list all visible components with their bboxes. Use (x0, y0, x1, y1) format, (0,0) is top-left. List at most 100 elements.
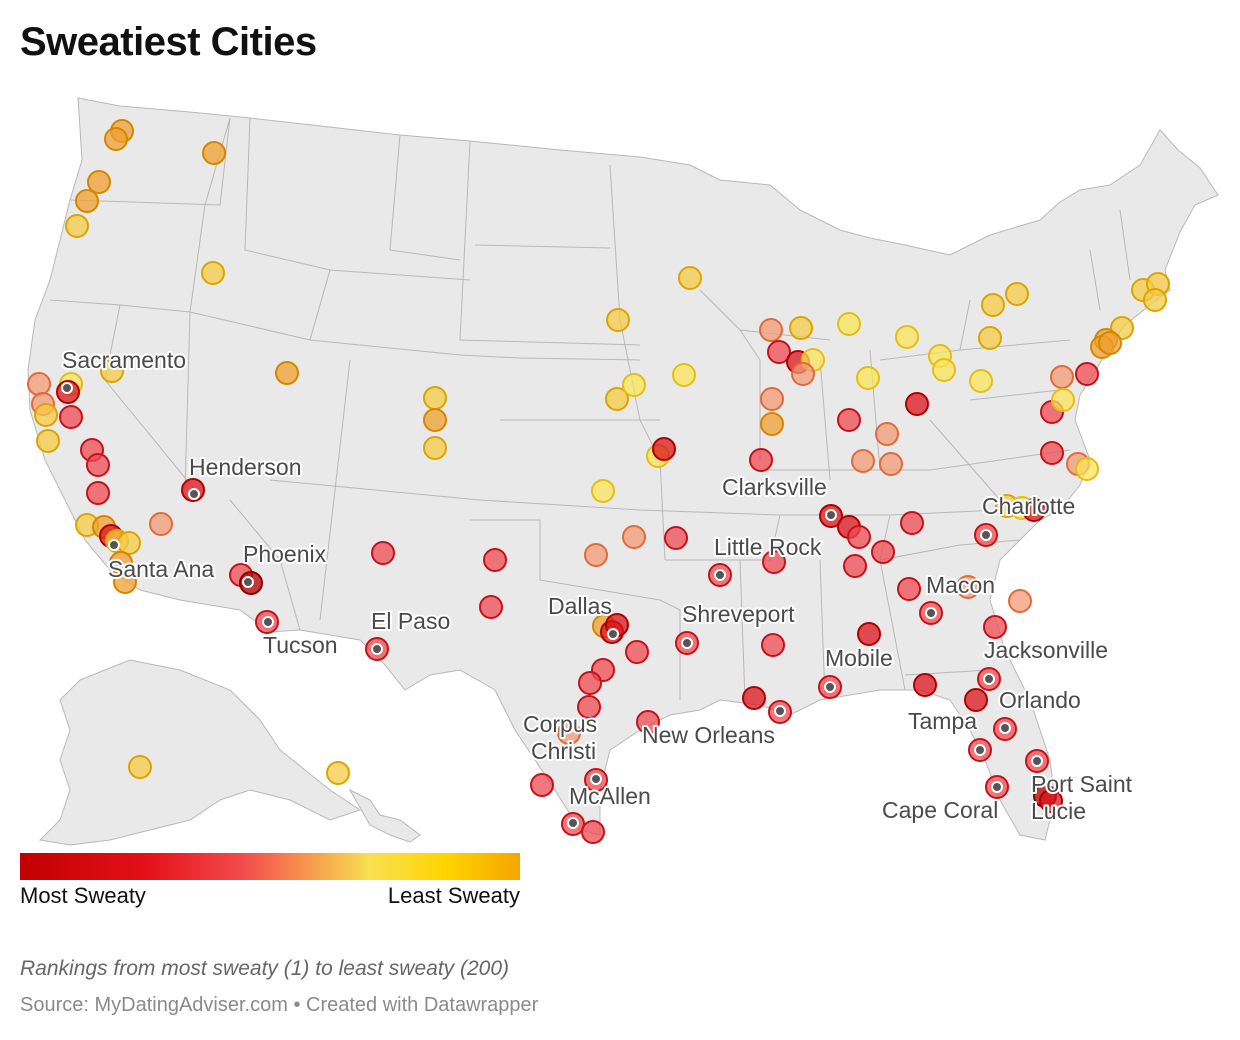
city-dot (423, 408, 447, 432)
city-dot (578, 671, 602, 695)
city-dot (664, 526, 688, 550)
city-dot (1075, 457, 1099, 481)
city-dot (978, 326, 1002, 350)
label-dallas: Dallas (548, 593, 612, 619)
city-dot (113, 570, 137, 594)
city-marker (825, 509, 837, 521)
city-dot (969, 369, 993, 393)
city-dot (100, 359, 124, 383)
city-dot (749, 448, 773, 472)
city-marker (567, 817, 579, 829)
city-marker (681, 637, 693, 649)
city-dot (837, 312, 861, 336)
city-marker (108, 539, 120, 551)
label-tampa: Tampa (908, 708, 977, 734)
chart-note: Rankings from most sweaty (1) to least s… (20, 957, 510, 980)
city-dot (1039, 789, 1063, 813)
city-dot (1008, 589, 1032, 613)
city-dot (843, 554, 867, 578)
city-dot (932, 358, 956, 382)
city-dot (581, 820, 605, 844)
city-dot (36, 429, 60, 453)
land-layer (27, 97, 1219, 846)
city-marker (980, 529, 992, 541)
chart-source: Source: MyDatingAdviser.com • Created wi… (20, 994, 539, 1016)
city-dot (759, 318, 783, 342)
label-corpus-christi-line2: Christi (531, 738, 596, 764)
state-borders (49, 117, 1131, 701)
city-marker (242, 576, 254, 588)
city-dot (423, 436, 447, 460)
city-dot (86, 453, 110, 477)
city-dot (1075, 362, 1099, 386)
label-el-paso: El Paso (371, 608, 450, 634)
city-dot (760, 412, 784, 436)
city-dot (591, 479, 615, 503)
mainland-shape (27, 97, 1219, 841)
legend-color-scale (20, 853, 520, 880)
city-dot (423, 386, 447, 410)
city-marker (991, 781, 1003, 793)
city-dot (606, 308, 630, 332)
label-orlando: Orlando (999, 687, 1081, 713)
label-little-rock: Little Rock (714, 534, 822, 560)
city-dot (857, 622, 881, 646)
city-dot (530, 773, 554, 797)
city-dot (879, 452, 903, 476)
city-marker (61, 382, 73, 394)
city-dot (622, 525, 646, 549)
chart-title: Sweatiest Cities (20, 20, 317, 64)
city-dot (742, 686, 766, 710)
city-dot (584, 543, 608, 567)
city-dot (326, 761, 350, 785)
city-dot (672, 363, 696, 387)
city-dot (1143, 288, 1167, 312)
city-dot (913, 673, 937, 697)
city-dot (75, 189, 99, 213)
city-dot (760, 387, 784, 411)
city-dot (59, 405, 83, 429)
label-port-saint-lucie-line2: Lucie (1031, 798, 1086, 824)
label-henderson: Henderson (189, 454, 302, 480)
city-dot (577, 695, 601, 719)
city-dot (791, 362, 815, 386)
city-dot (837, 408, 861, 432)
city-dot (900, 511, 924, 535)
city-marker (983, 673, 995, 685)
city-dot (34, 403, 58, 427)
city-dot (981, 293, 1005, 317)
city-marker (188, 488, 200, 500)
label-charlotte: Charlotte (982, 493, 1075, 519)
city-dot (875, 422, 899, 446)
label-corpus-christi-line1: Corpus (523, 711, 597, 737)
city-dot (856, 366, 880, 390)
label-tucson: Tucson (263, 632, 338, 658)
city-dot (767, 340, 791, 364)
city-dot (652, 437, 676, 461)
city-dot (678, 266, 702, 290)
city-dot (983, 615, 1007, 639)
city-dot (149, 512, 173, 536)
city-dot (275, 361, 299, 385)
city-labels: Sacramento Henderson Santa Ana Phoenix T… (60, 345, 1135, 826)
label-mobile: Mobile (825, 645, 893, 671)
city-dot (789, 316, 813, 340)
label-cape-coral: Cape Coral (882, 797, 998, 823)
city-marker (262, 616, 274, 628)
label-phoenix: Phoenix (243, 541, 327, 567)
label-sacramento: Sacramento (62, 347, 186, 373)
label-santa-ana: Santa Ana (108, 556, 214, 582)
city-dot (27, 372, 51, 396)
label-shreveport: Shreveport (682, 601, 795, 627)
city-dot (1050, 365, 1074, 389)
label-port-saint-lucie-line1: Port Saint (1031, 771, 1133, 797)
city-dot (65, 214, 89, 238)
city-dot (871, 540, 895, 564)
city-dot (762, 550, 786, 574)
city-dot (1051, 388, 1075, 412)
city-marker (1031, 755, 1043, 767)
city-marker (371, 643, 383, 655)
city-marker (774, 705, 786, 717)
alaska-shape (38, 659, 362, 846)
hawaii-shape (348, 788, 421, 843)
